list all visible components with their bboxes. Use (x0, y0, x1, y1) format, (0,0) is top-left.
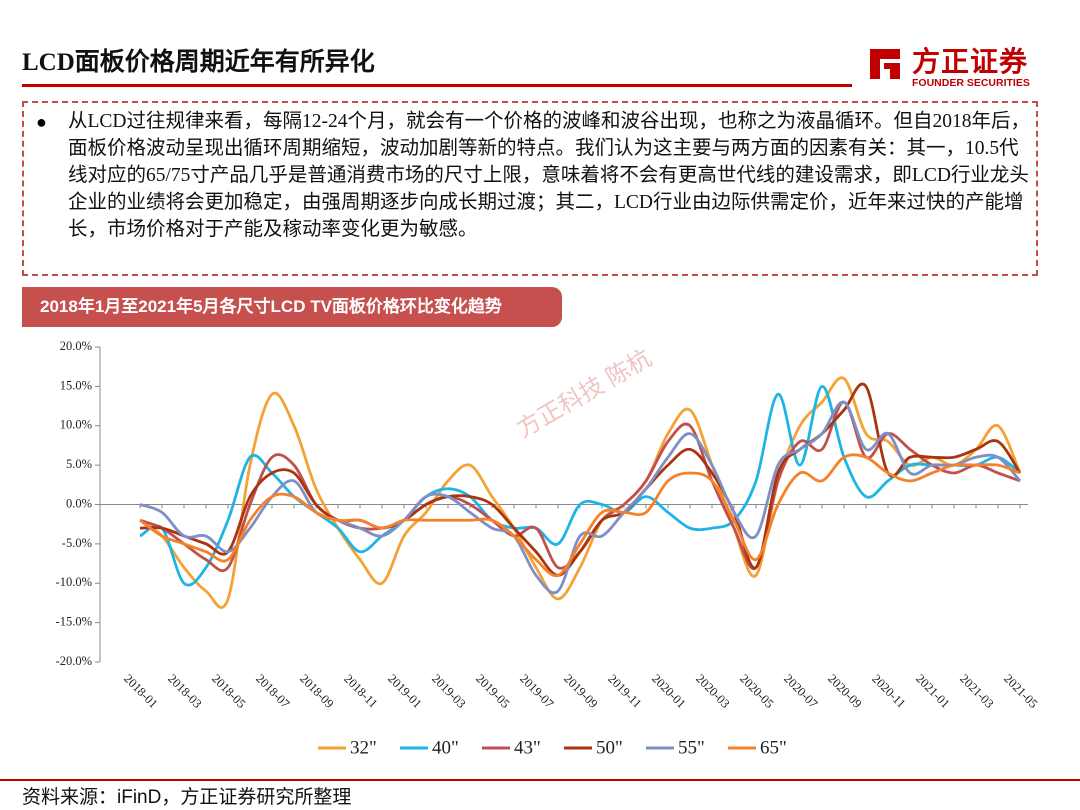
logo-name: 方正证券 (912, 46, 1029, 77)
x-tick-label: 2019-09 (561, 672, 600, 711)
legend-label: 50" (596, 737, 623, 758)
y-tick-label: 10.0% (60, 418, 92, 432)
title-rule (22, 84, 852, 87)
legend-label: 55" (678, 737, 705, 758)
series-line (139, 382, 1022, 577)
x-tick-label: 2018-09 (297, 672, 336, 711)
source-rule (0, 779, 1080, 781)
x-tick-label: 2020-07 (781, 672, 820, 711)
x-tick-label: 2019-07 (517, 672, 556, 711)
x-tick-label: 2020-01 (649, 672, 688, 711)
series-line (139, 400, 1022, 595)
x-tick-label: 2021-01 (913, 672, 952, 711)
logo-subtitle: FOUNDER SECURITIES (912, 77, 1030, 89)
y-tick-label: 15.0% (60, 378, 92, 392)
x-tick-label: 2019-01 (385, 672, 424, 711)
x-tick-label: 2020-09 (825, 672, 864, 711)
x-tick-label: 2018-03 (165, 672, 204, 711)
x-tick-label: 2019-03 (429, 672, 468, 711)
x-tick-label: 2020-03 (693, 672, 732, 711)
chart-title: 2018年1月至2021年5月各尺寸LCD TV面板价格环比变化趋势 (22, 287, 562, 327)
x-tick-label: 2021-05 (1001, 672, 1040, 711)
x-tick-label: 2019-11 (605, 672, 644, 711)
page-title: LCD面板价格周期近年有所异化 (22, 49, 375, 76)
x-tick-label: 2018-07 (253, 672, 292, 711)
y-tick-label: -5.0% (62, 536, 92, 550)
x-tick-label: 2019-05 (473, 672, 512, 711)
logo-icon (870, 49, 900, 79)
x-tick-label: 2018-11 (341, 672, 380, 711)
bullet-dot: ● (36, 112, 47, 132)
bullet-text: 从LCD过往规律来看，每隔12-24个月，就会有一个价格的波峰和波谷出现，也称之… (68, 111, 1030, 240)
source: 资料来源：iFinD，方正证券研究所整理 (22, 787, 352, 808)
x-tick-label: 2018-01 (121, 672, 160, 711)
legend-label: 43" (514, 737, 541, 758)
x-tick-label: 2018-05 (209, 672, 248, 711)
text-box (22, 101, 1038, 276)
y-tick-label: -20.0% (56, 654, 92, 668)
x-tick-label: 2020-05 (737, 672, 776, 711)
x-tick-label: 2021-03 (957, 672, 996, 711)
y-tick-label: -15.0% (56, 615, 92, 629)
series-line (139, 384, 1021, 587)
series-line (139, 453, 1021, 578)
x-tick-label: 2020-11 (869, 672, 908, 711)
legend-label: 32" (350, 737, 377, 758)
legend-label: 65" (760, 737, 787, 758)
y-tick-label: -10.0% (56, 575, 92, 589)
y-tick-label: 0.0% (66, 496, 92, 510)
y-tick-label: 5.0% (66, 457, 92, 471)
watermark: 方正科技 陈杭 (512, 345, 656, 444)
legend-label: 40" (432, 737, 459, 758)
series-line (139, 376, 1022, 609)
y-tick-label: 20.0% (60, 339, 92, 353)
